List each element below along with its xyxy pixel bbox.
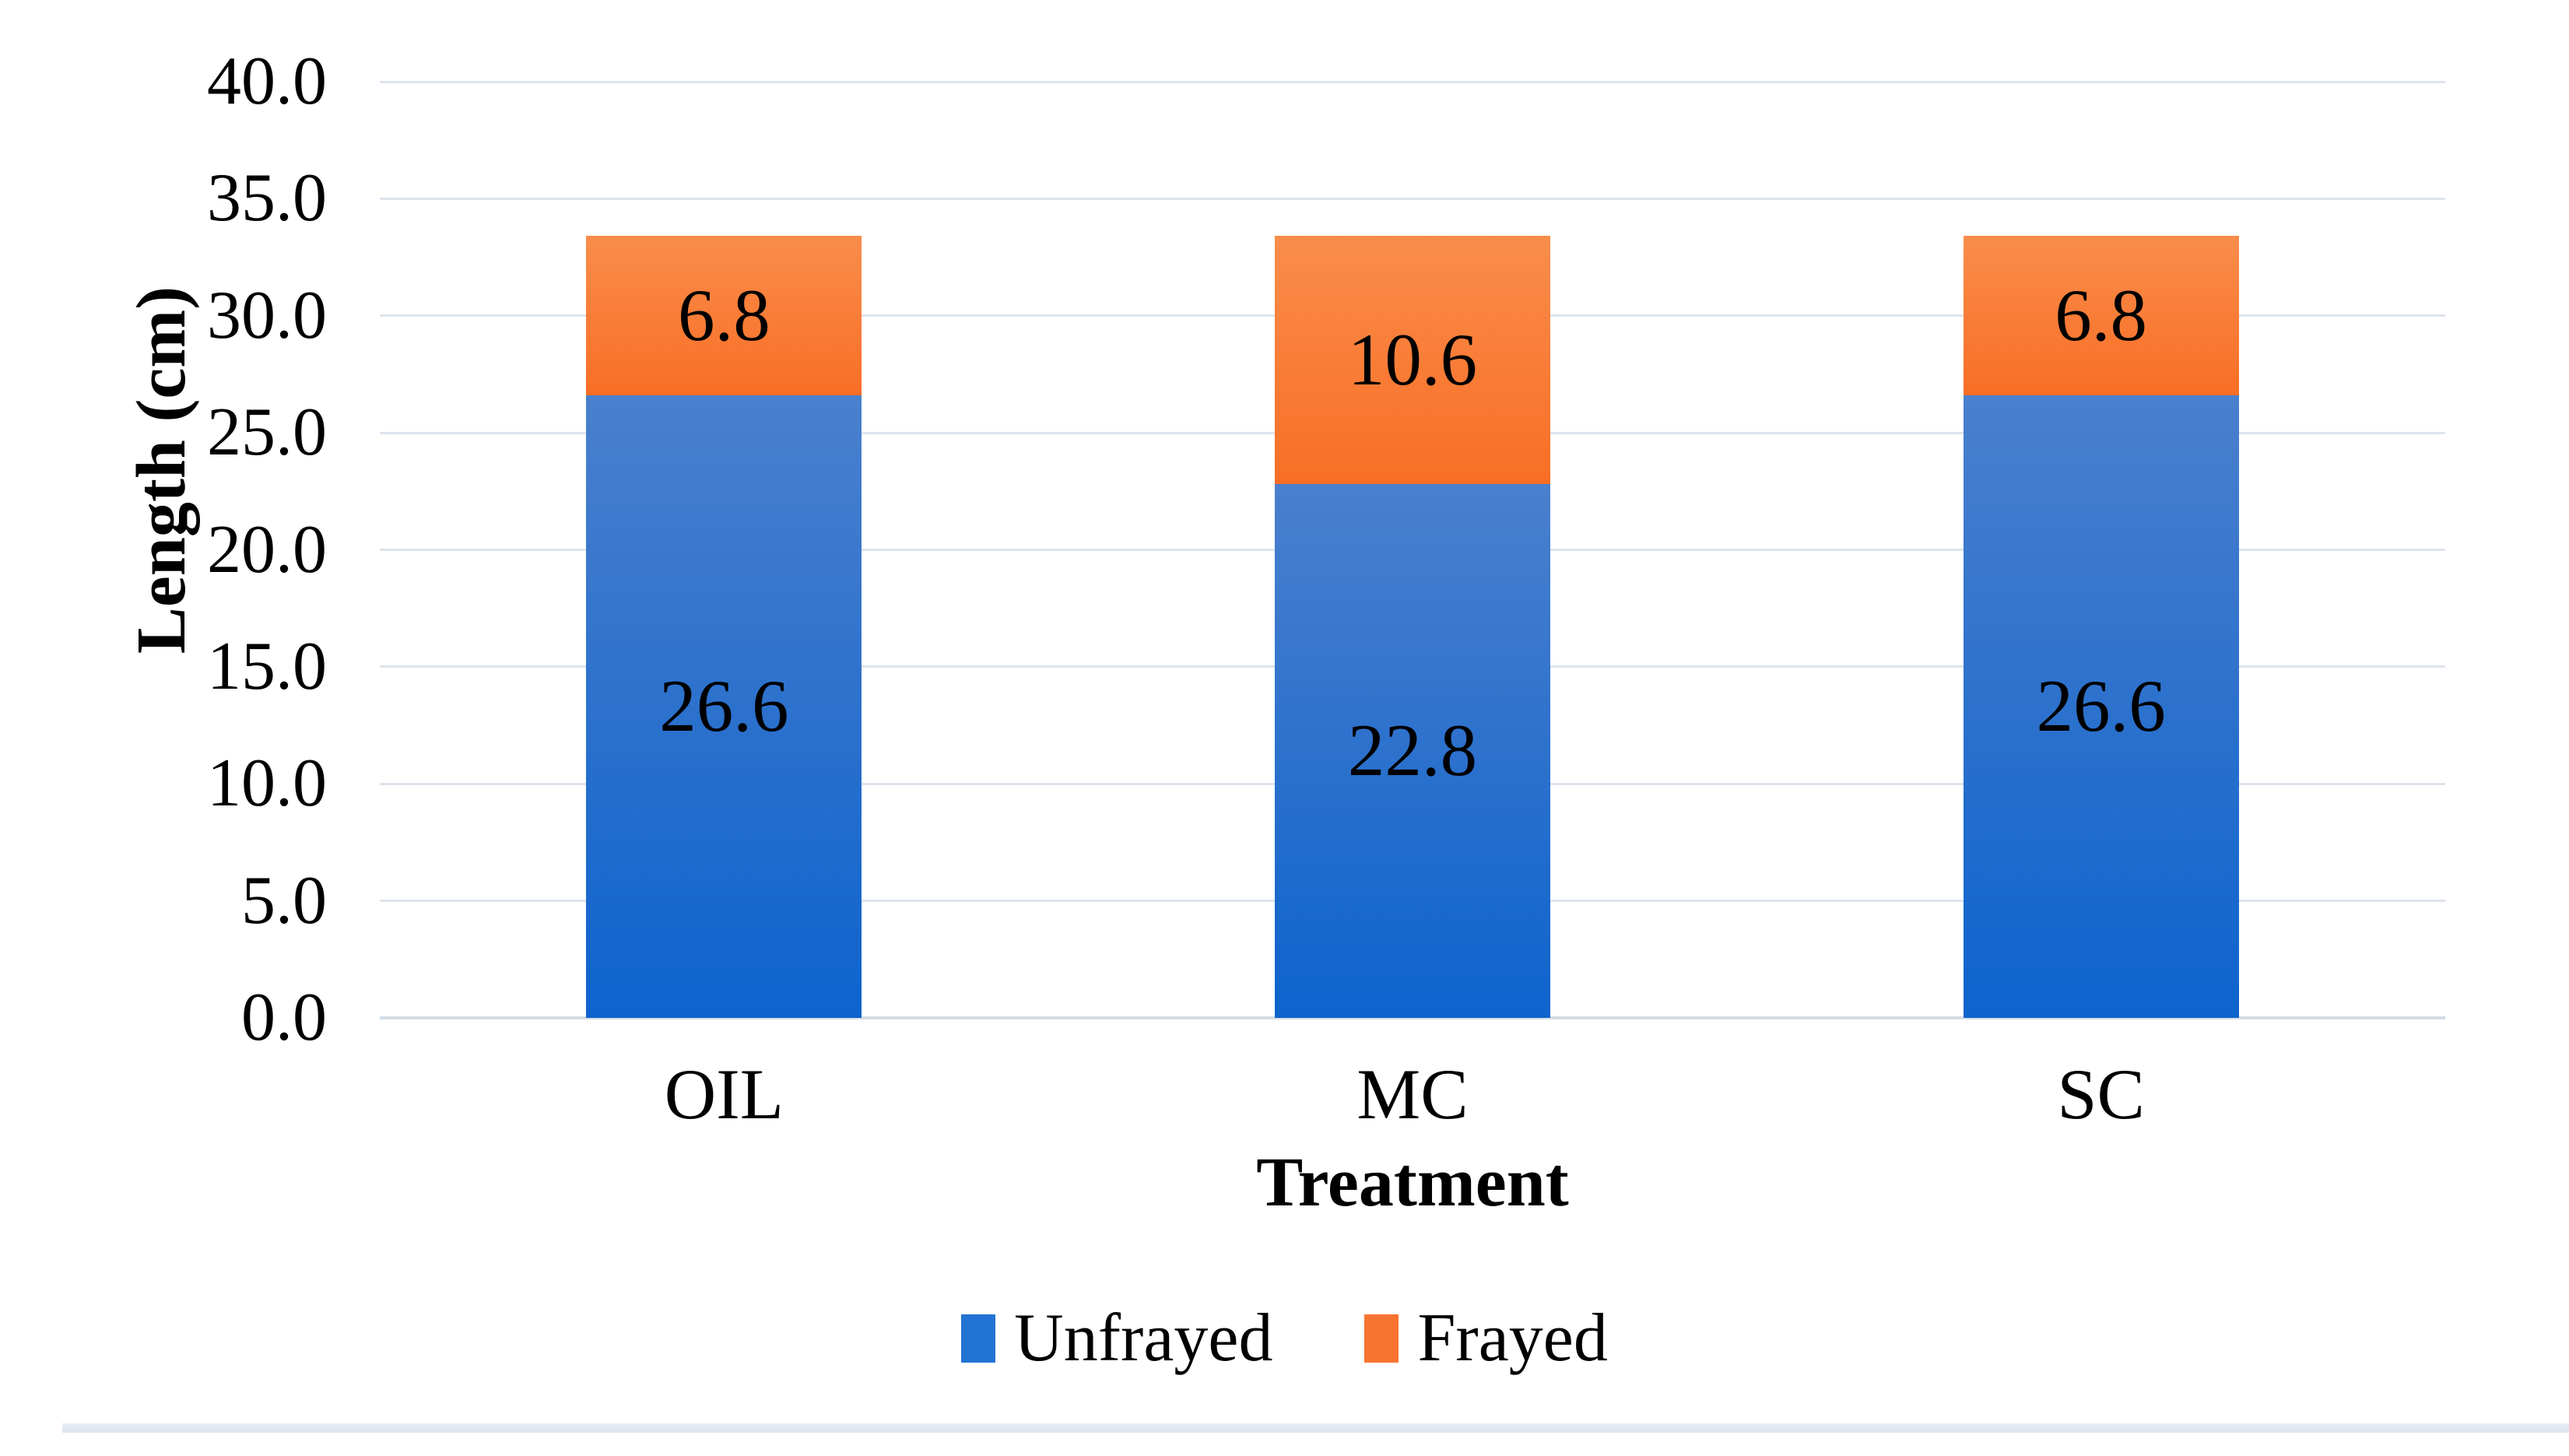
- x-axis-title: Treatment: [1256, 1144, 1569, 1221]
- bar-segment-unfrayed-sc: [1963, 395, 2239, 1018]
- legend-label-frayed: Frayed: [1417, 1300, 1608, 1376]
- y-tick-label: 40.0: [207, 44, 327, 119]
- legend-item-unfrayed: Unfrayed: [961, 1304, 1272, 1373]
- y-tick-label: 35.0: [207, 160, 327, 237]
- y-tick-label: 0.0: [241, 980, 327, 1055]
- x-category-label-oil: OIL: [664, 1054, 784, 1134]
- bar-value-label-frayed-sc: 6.8: [2055, 273, 2148, 356]
- x-category-label-sc: SC: [2057, 1054, 2145, 1134]
- x-axis-line: [380, 1016, 2445, 1019]
- y-tick-label: 30.0: [207, 277, 327, 353]
- y-tick-label: 25.0: [207, 395, 327, 471]
- bar-value-label-unfrayed-sc: 26.6: [2036, 665, 2166, 747]
- legend: Unfrayed Frayed: [0, 1290, 2569, 1387]
- y-tick-label: 20.0: [207, 511, 327, 588]
- legend-swatch-frayed: [1364, 1314, 1399, 1363]
- legend-label-unfrayed: Unfrayed: [1014, 1300, 1273, 1376]
- legend-item-frayed: Frayed: [1364, 1300, 1608, 1376]
- y-tick-label: 10.0: [207, 746, 327, 822]
- legend-swatch-unfrayed: [961, 1314, 996, 1363]
- y-tick-label: 5.0: [241, 862, 327, 939]
- bar-value-label-unfrayed-mc: 22.8: [1347, 709, 1478, 792]
- bar-value-label-frayed-mc: 10.6: [1347, 318, 1478, 401]
- gridline: [380, 80, 2445, 83]
- y-tick-label: 15.0: [207, 628, 327, 704]
- bar-segment-unfrayed-oil: [586, 395, 862, 1018]
- bar-segment-unfrayed-mc: [1275, 484, 1550, 1018]
- bar-segment-frayed-mc: [1275, 236, 1550, 485]
- bar-value-label-unfrayed-oil: 26.6: [659, 665, 789, 747]
- x-category-label-mc: MC: [1356, 1054, 1469, 1134]
- gridline: [380, 197, 2445, 200]
- bar-segment-frayed-oil: [586, 236, 862, 395]
- bottom-divider: [62, 1423, 2569, 1433]
- bar-segment-frayed-sc: [1963, 236, 2239, 395]
- bar-value-label-frayed-oil: 6.8: [677, 273, 770, 356]
